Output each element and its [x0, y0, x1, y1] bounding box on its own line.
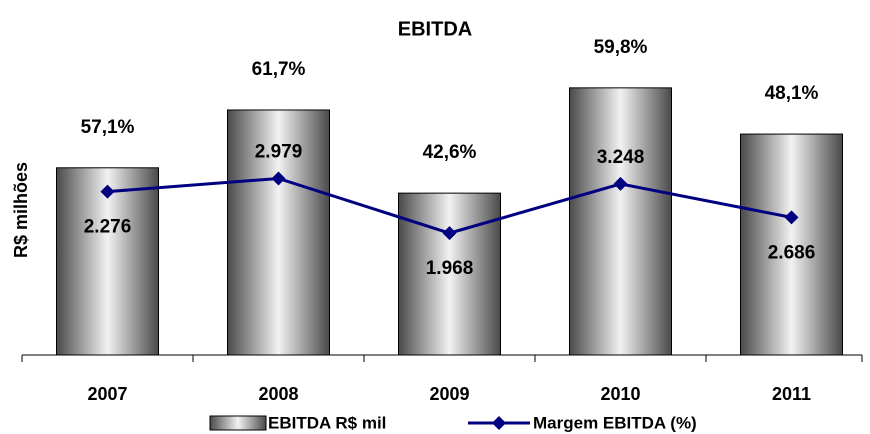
chart-title: EBITDA [398, 18, 472, 40]
bar-value-label: 2.276 [84, 217, 132, 238]
line-marker [442, 226, 457, 241]
line-marker [100, 184, 115, 199]
line-value-label: 57,1% [81, 117, 135, 138]
bar [569, 87, 672, 356]
line-marker [271, 171, 286, 186]
legend-marker [492, 416, 506, 430]
legend-label: EBITDA R$ mil [268, 413, 386, 432]
line-value-label: 61,7% [252, 59, 306, 80]
line-marker [784, 210, 799, 225]
bar-value-label: 2.686 [768, 242, 816, 263]
bar [227, 109, 330, 356]
line-value-label: 59,8% [594, 37, 648, 58]
bar [740, 133, 843, 356]
legend-label: Margem EBITDA (%) [533, 413, 697, 432]
x-tick-label: 2007 [87, 384, 127, 404]
bar-value-label: 3.248 [597, 147, 645, 168]
x-tick-label: 2011 [772, 384, 811, 404]
x-tick-label: 2008 [258, 384, 298, 404]
line-value-label: 48,1% [765, 83, 819, 104]
legend-swatch [209, 415, 267, 431]
bar [398, 192, 501, 356]
bar-value-label: 2.979 [255, 141, 303, 162]
line-marker [613, 176, 628, 191]
bar-value-label: 1.968 [426, 258, 474, 279]
y-axis-label: R$ milhões [11, 162, 31, 258]
x-tick-label: 2009 [429, 384, 469, 404]
bar [56, 167, 159, 356]
line-value-label: 42,6% [423, 142, 477, 163]
x-tick-label: 2010 [600, 384, 640, 404]
